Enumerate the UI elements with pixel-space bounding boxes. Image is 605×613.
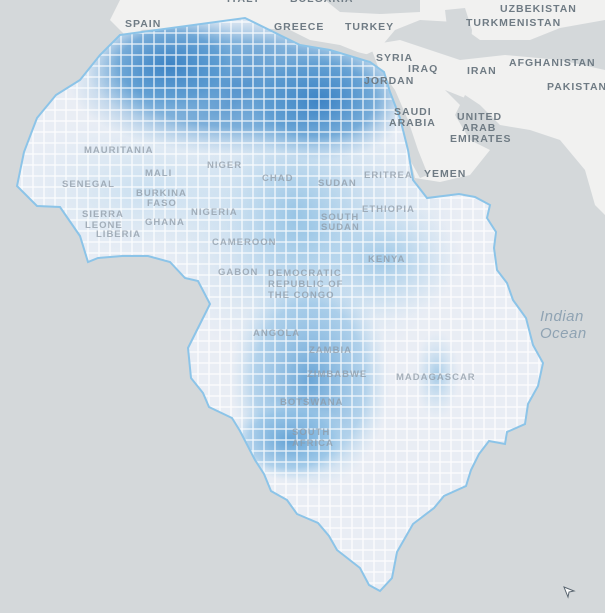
label-iraq: IRAQ [408,63,438,75]
label-liberia: LIBERIA [96,229,141,240]
label-sierra-2: LEONE [85,220,123,231]
label-south-africa-2: AFRICA [292,438,334,449]
label-madagascar: MADAGASCAR [396,372,476,383]
label-drc-3: THE CONGO [268,290,335,301]
label-greece: GREECE [274,21,324,33]
label-turkey: TURKEY [345,21,394,33]
label-cameroon: CAMEROON [212,237,276,248]
label-indian-ocean-2: Ocean [540,325,587,342]
label-sudan: SUDAN [318,178,357,189]
label-burkina-1: BURKINA [136,188,187,199]
label-south-africa-1: SOUTH [292,427,330,438]
label-bulgaria: BULGARIA [290,0,353,5]
label-spain: SPAIN [125,18,161,30]
label-uae-2: ARAB [462,122,496,134]
label-niger: NIGER [207,160,242,171]
label-burkina-2: FASO [147,198,177,209]
label-pakistan: PAKISTAN [547,81,605,93]
label-syria: SYRIA [376,52,413,64]
label-jordan: JORDAN [364,75,414,87]
label-uae-1: UNITED [457,111,502,123]
label-south-sudan-2: SUDAN [321,222,360,233]
label-afghanistan: AFGHANISTAN [509,57,596,69]
label-ghana: GHANA [145,217,185,228]
label-uzbekistan: UZBEKISTAN [500,3,577,15]
pointer-cursor-icon [563,586,576,599]
label-gabon: GABON [218,267,258,278]
label-yemen: YEMEN [424,168,466,180]
label-nigeria: NIGERIA [191,207,238,218]
label-zimbabwe: ZIMBABWE [307,369,367,380]
label-turkmenistan: TURKMENISTAN [466,17,561,29]
label-botswana: BOTSWANA [280,397,343,408]
label-mauritania: MAURITANIA [84,145,153,156]
country-labels: ITALY BULGARIA GREECE TURKEY SPAIN UZBEK… [62,0,605,449]
label-south-sudan-1: SOUTH [321,212,359,223]
label-eritrea: ERITREA [364,170,413,181]
label-indian-ocean-1: Indian [540,308,584,325]
label-ethiopia: ETHIOPIA [362,204,415,215]
label-sierra-1: SIERRA [82,209,124,220]
label-uae-3: EMIRATES [450,133,511,145]
label-mali: MALI [145,168,172,179]
label-angola: ANGOLA [253,328,300,339]
label-kenya: KENYA [368,254,405,265]
label-drc-1: DEMOCRATIC [268,268,342,279]
label-chad: CHAD [262,173,293,184]
label-saudi-2: ARABIA [389,117,436,129]
basemap-land [17,0,605,591]
label-zambia: ZAMBIA [309,345,352,356]
label-saudi-1: SAUDI [394,106,432,118]
label-italy: ITALY [227,0,261,5]
label-iran: IRAN [467,65,497,77]
label-drc-2: REPUBLIC OF [268,279,343,290]
label-senegal: SENEGAL [62,179,115,190]
